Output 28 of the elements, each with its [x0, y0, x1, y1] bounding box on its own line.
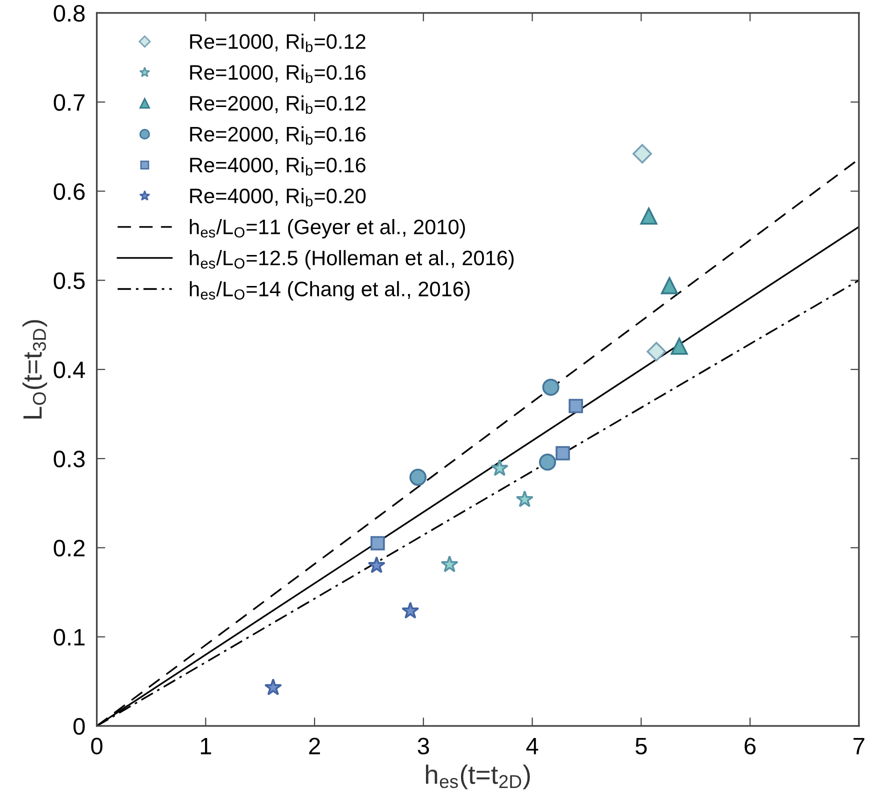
y-tick-label: 0.5 [54, 272, 85, 290]
y-tick-label: 0.3 [54, 450, 85, 468]
legend-label: h$_{es}$/L$_{O}$=11 (Geyer et al., 2010) [190, 219, 465, 238]
x-tick-label: 1 [200, 738, 212, 754]
x-tick-label: 2 [309, 738, 320, 754]
legend-label: Re=2000, Ri$_{b}$=0.12 [190, 95, 366, 114]
x-tick-label: 6 [744, 738, 756, 754]
legend-label: Re=4000, Ri$_{b}$=0.16 [190, 157, 366, 176]
y-tick-label: 0.7 [54, 94, 84, 111]
legend-label: Re=4000, Ri$_{b}$=0.20 [190, 188, 366, 207]
x-axis-title: h$_{es}$(t=t$_{2D}$) [426, 764, 530, 790]
y-tick-label: 0.4 [54, 362, 85, 378]
x-tick-label: 5 [636, 738, 647, 754]
x-tick-label: 3 [418, 738, 429, 754]
legend-label: Re=1000, Ri$_{b}$=0.12 [190, 34, 366, 52]
y-tick-label: 0 [73, 718, 85, 735]
x-tick-label: 4 [526, 738, 538, 754]
legend-label: h$_{es}$/L$_{O}$=14 (Chang et al., 2016) [190, 281, 470, 301]
legend-label: Re=2000, Ri$_{b}$=0.16 [190, 126, 366, 145]
legend-label: Re=1000, Ri$_{b}$=0.16 [190, 64, 366, 84]
y-axis-title: L$_{O}$(t=t$_{3D}$) [22, 320, 48, 418]
y-tick-label: 0.1 [54, 628, 85, 646]
legend-label: h$_{es}$/L$_{O}$=12.5 (Holleman et al., 2016) [190, 250, 514, 270]
x-tick-label: 0 [91, 738, 102, 754]
y-tick-label: 0.2 [54, 540, 84, 556]
y-tick-label: 0.8 [54, 4, 85, 22]
x-tick-label: 7 [854, 738, 864, 754]
y-tick-label: 0.6 [54, 183, 85, 200]
